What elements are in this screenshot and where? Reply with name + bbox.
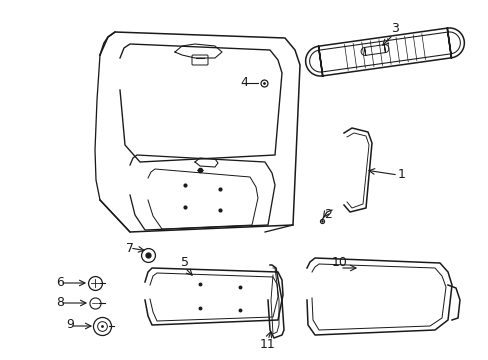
Text: 7: 7 — [126, 242, 134, 255]
Text: 2: 2 — [324, 208, 331, 221]
Text: 6: 6 — [56, 276, 64, 289]
Text: 8: 8 — [56, 297, 64, 310]
Text: 1: 1 — [397, 168, 405, 181]
Text: 4: 4 — [240, 77, 247, 90]
Text: 3: 3 — [390, 22, 398, 35]
Text: 10: 10 — [331, 256, 347, 270]
Text: 5: 5 — [181, 256, 189, 270]
Text: 11: 11 — [260, 338, 275, 351]
Text: 9: 9 — [66, 319, 74, 332]
